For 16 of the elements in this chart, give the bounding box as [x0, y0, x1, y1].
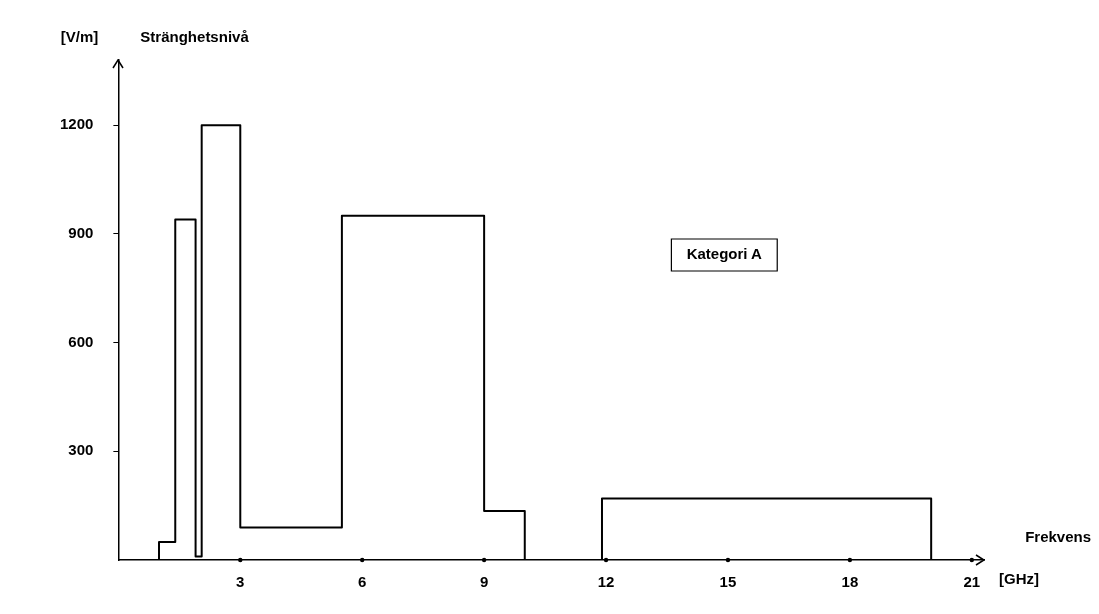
x-tick-label: 3: [236, 573, 245, 591]
y-tick-label: 300: [68, 441, 94, 459]
text: [V/m]: [60, 28, 99, 45]
y-tick-label: 900: [68, 224, 94, 242]
x-tick-label: 6: [358, 573, 367, 591]
x-tick-label: 21: [963, 573, 981, 591]
y-tick-label: 1200: [59, 115, 94, 133]
x-tick-label: 15: [719, 573, 737, 591]
y-tick-label: 600: [68, 332, 94, 350]
x-tick-label: 18: [841, 573, 859, 591]
y-axis-title: Stränghetsnivå: [140, 28, 250, 45]
text: [GHz]: [999, 569, 1039, 587]
x-tick-label: 9: [479, 573, 489, 591]
x-axis-title: Frekvens: [1025, 528, 1091, 545]
annotation: Kategori A: [686, 245, 763, 263]
x-tick-label: 12: [597, 573, 615, 591]
